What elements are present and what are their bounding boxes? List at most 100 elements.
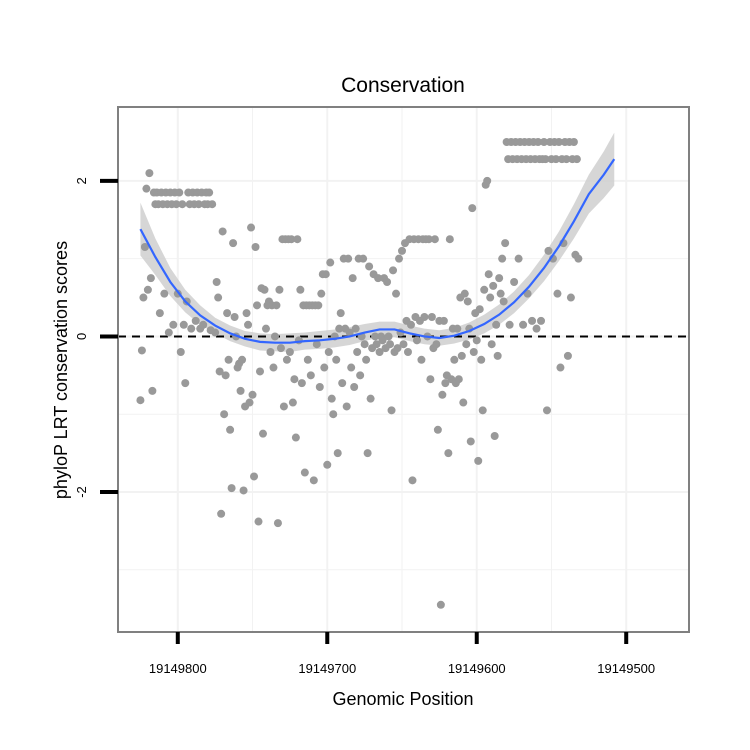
data-point [544,246,553,255]
data-point [329,410,338,419]
x-tick-label: 19149700 [298,661,356,676]
data-point [430,235,439,244]
data-point [472,336,481,345]
data-point [172,200,181,209]
data-point [505,320,514,329]
data-point [179,320,188,329]
data-point [335,324,344,333]
data-point [324,348,333,356]
data-point [187,324,196,333]
data-point [191,316,200,325]
data-point [420,313,429,321]
data-point [247,223,256,232]
data-point [345,328,354,337]
data-point [457,351,466,360]
data-point [276,344,285,353]
data-point [378,336,387,345]
data-point [514,254,523,263]
data-point [383,278,392,286]
data-point [244,320,253,329]
data-point [532,324,541,333]
data-point [392,289,401,298]
data-point [258,429,267,438]
data-point [269,363,278,372]
data-point [288,398,297,407]
data-point [333,449,342,458]
data-point [312,340,321,349]
data-point [253,301,262,310]
data-point [309,476,318,485]
data-point [314,301,323,310]
data-point [360,340,369,349]
data-point [238,355,247,364]
x-axis: 19149800 19149700 19149600 19149500 [149,632,655,676]
data-point [245,398,254,407]
data-point [426,375,435,384]
data-point [541,155,550,164]
data-point [551,155,560,164]
data-point [540,138,549,146]
data-point [460,289,469,298]
data-point [181,379,190,388]
data-point [477,355,486,364]
data-point [542,406,551,415]
x-axis-title: Genomic Position [332,689,473,709]
data-point [499,297,508,306]
data-point [164,328,173,337]
data-point [453,324,462,333]
data-point [297,379,306,388]
smooth-line-layer [139,158,616,344]
data-point [212,278,221,286]
data-point [282,355,291,364]
data-point [194,200,203,209]
data-point [478,406,487,415]
data-point [528,316,537,325]
data-point [408,476,417,485]
data-point [566,293,575,302]
data-point [205,188,214,197]
data-point [142,184,151,193]
data-point [356,371,365,380]
chart-title: Conservation [341,74,465,97]
data-point [169,320,178,329]
data-point [363,449,372,458]
data-point [306,371,315,380]
data-point [351,324,360,333]
data-point [236,386,245,395]
data-point [574,254,583,263]
data-point [251,243,260,251]
data-point [398,246,407,255]
data-point [468,204,477,213]
data-point [239,486,248,495]
data-point [510,278,519,286]
data-point [224,355,233,364]
smooth-trend-line [139,158,616,344]
data-point [463,297,472,306]
data-point [136,396,145,405]
data-point [320,363,329,372]
data-point [374,274,383,283]
data-point [371,332,380,341]
data-point [323,460,332,469]
data-point [214,293,223,302]
data-point [475,305,484,314]
data-point [417,355,426,364]
data-point [362,355,371,364]
data-point [572,155,581,164]
data-point [317,289,326,298]
data-point [365,262,374,271]
data-point [217,509,226,518]
data-point [563,351,572,360]
data-point [454,375,463,384]
data-point [459,398,468,407]
data-point [366,394,375,403]
data-point [279,402,288,411]
data-point [495,274,504,283]
data-point [469,348,478,356]
data-point [384,332,393,341]
data-point [441,379,450,388]
data-point [386,340,395,349]
data-point [275,285,284,294]
data-point [294,336,303,345]
data-point [438,390,447,399]
